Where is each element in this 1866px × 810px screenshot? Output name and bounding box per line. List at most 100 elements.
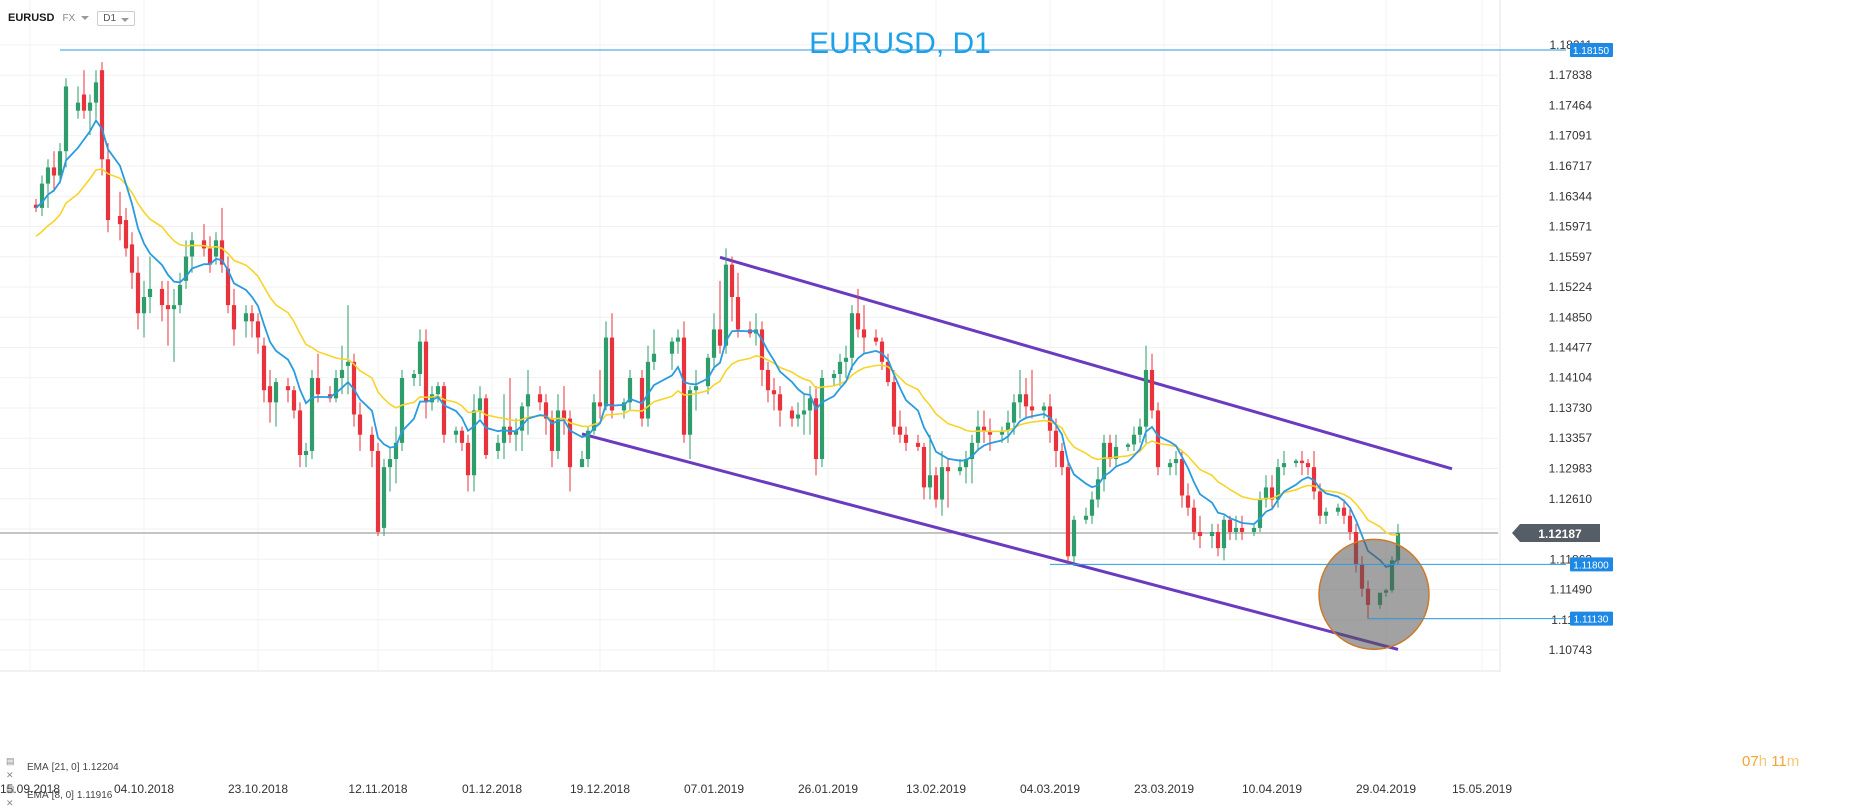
candle-body — [549, 418, 555, 451]
y-tick-label: 1.15597 — [1549, 250, 1593, 264]
candle-body — [1179, 459, 1185, 496]
candle-body — [1155, 410, 1161, 468]
candle-body — [399, 378, 405, 443]
channel-line — [581, 432, 1399, 651]
candle-body — [843, 357, 849, 362]
candle-body — [135, 272, 141, 314]
candle-body — [1131, 434, 1137, 445]
candle-body — [603, 337, 609, 407]
candle-countdown: 07h 11m — [1742, 753, 1799, 770]
candle-body — [1275, 467, 1281, 500]
candle-body — [471, 410, 477, 476]
candle-body — [261, 345, 267, 391]
legend-ema-value: 1.12204 — [82, 762, 119, 773]
x-tick-label: 15.05.2019 — [1452, 782, 1512, 796]
candle-body — [441, 386, 447, 435]
candle-body — [219, 240, 225, 265]
candle-body — [459, 430, 465, 443]
candle-body — [1341, 507, 1347, 516]
candle-body — [189, 240, 195, 257]
y-tick-label: 1.15971 — [1549, 219, 1593, 233]
candle-body — [1089, 499, 1095, 516]
candle-body — [1023, 394, 1029, 407]
candle-body — [921, 446, 927, 488]
y-tick-label: 1.11490 — [1550, 582, 1593, 596]
candle-body — [669, 341, 675, 354]
candle-body — [789, 410, 795, 419]
candle-body — [1083, 515, 1089, 520]
candle-body — [1167, 463, 1173, 468]
candle-body — [639, 378, 645, 419]
x-tick-label: 15.09.2018 — [0, 782, 60, 796]
chevron-down-icon — [121, 17, 130, 22]
timeframe-selector[interactable]: D1 — [97, 10, 136, 26]
candle-body — [1053, 430, 1059, 451]
candle-body — [939, 467, 945, 500]
candle-body — [87, 102, 93, 111]
candle-body — [525, 394, 531, 407]
candle-body — [1281, 463, 1287, 468]
candle-body — [393, 442, 399, 460]
candle-body — [1185, 495, 1191, 508]
candle-body — [543, 402, 549, 419]
x-tick-label: 23.10.2018 — [228, 782, 288, 796]
candle-body — [759, 329, 765, 370]
y-tick-label: 1.15224 — [1549, 280, 1593, 294]
y-tick-label: 1.10743 — [1549, 643, 1593, 657]
settings-close-icon[interactable]: ▤ ✕ — [6, 756, 15, 780]
x-tick-label: 12.11.2018 — [348, 782, 407, 796]
y-tick-label: 1.17838 — [1549, 68, 1593, 82]
y-tick-label: 1.17464 — [1549, 99, 1593, 113]
candle-body — [813, 398, 819, 460]
legend-ema-value: 1.11916 — [76, 790, 113, 801]
candle-body — [801, 410, 807, 415]
candle-body — [231, 305, 237, 330]
legend-item-ema21[interactable]: ▤ ✕ EMA [21, 0] 1.12204 — [6, 754, 119, 782]
candle-body — [57, 151, 63, 176]
candle-body — [345, 361, 351, 366]
candle-body — [891, 382, 897, 427]
candle-body — [861, 329, 867, 338]
symbol-label[interactable]: EURUSD — [8, 12, 55, 24]
candle-body — [981, 426, 987, 431]
candle-body — [123, 220, 129, 249]
candle-body — [1071, 519, 1077, 557]
candle-body — [723, 264, 729, 346]
x-tick-label: 23.03.2019 — [1134, 782, 1194, 796]
candle-body — [963, 459, 969, 468]
candle-body — [627, 378, 633, 403]
price-level-label: 1.11130 — [1574, 615, 1609, 626]
candle-body — [1239, 527, 1245, 532]
candle-body — [1317, 491, 1323, 516]
candle-body — [681, 337, 687, 435]
legend-item-ema8[interactable]: ▤ ✕ EMA [8, 0] 1.11916 — [6, 782, 119, 810]
candle-body — [1263, 487, 1269, 500]
countdown-h: h — [1758, 753, 1768, 770]
candle-body — [1143, 369, 1149, 427]
candle-body — [561, 410, 567, 419]
candle-body — [897, 426, 903, 435]
highlight-circle — [1318, 538, 1430, 651]
candle-body — [387, 459, 393, 468]
candle-body — [777, 394, 783, 411]
indicator-legend: ▤ ✕ EMA [21, 0] 1.12204 ▤ ✕ EMA [8, 0] 1… — [6, 754, 119, 810]
settings-close-icon[interactable]: ▤ ✕ — [6, 784, 15, 808]
market-selector[interactable]: FX — [62, 13, 90, 24]
candle-body — [1059, 450, 1065, 468]
y-tick-label: 1.16344 — [1549, 189, 1593, 203]
candle-body — [675, 337, 681, 342]
x-tick-label: 04.10.2018 — [114, 782, 174, 796]
price-level-label: 1.18150 — [1573, 46, 1610, 57]
candle-body — [51, 167, 57, 176]
y-tick-label: 1.13730 — [1549, 401, 1593, 415]
candle-body — [315, 378, 321, 395]
candle-body — [513, 430, 519, 435]
y-tick-label: 1.17091 — [1549, 129, 1593, 143]
candle-body — [165, 305, 171, 310]
candle-body — [1209, 531, 1215, 537]
candle-body — [903, 434, 909, 443]
candle-body — [201, 240, 207, 249]
candle-body — [375, 450, 381, 532]
